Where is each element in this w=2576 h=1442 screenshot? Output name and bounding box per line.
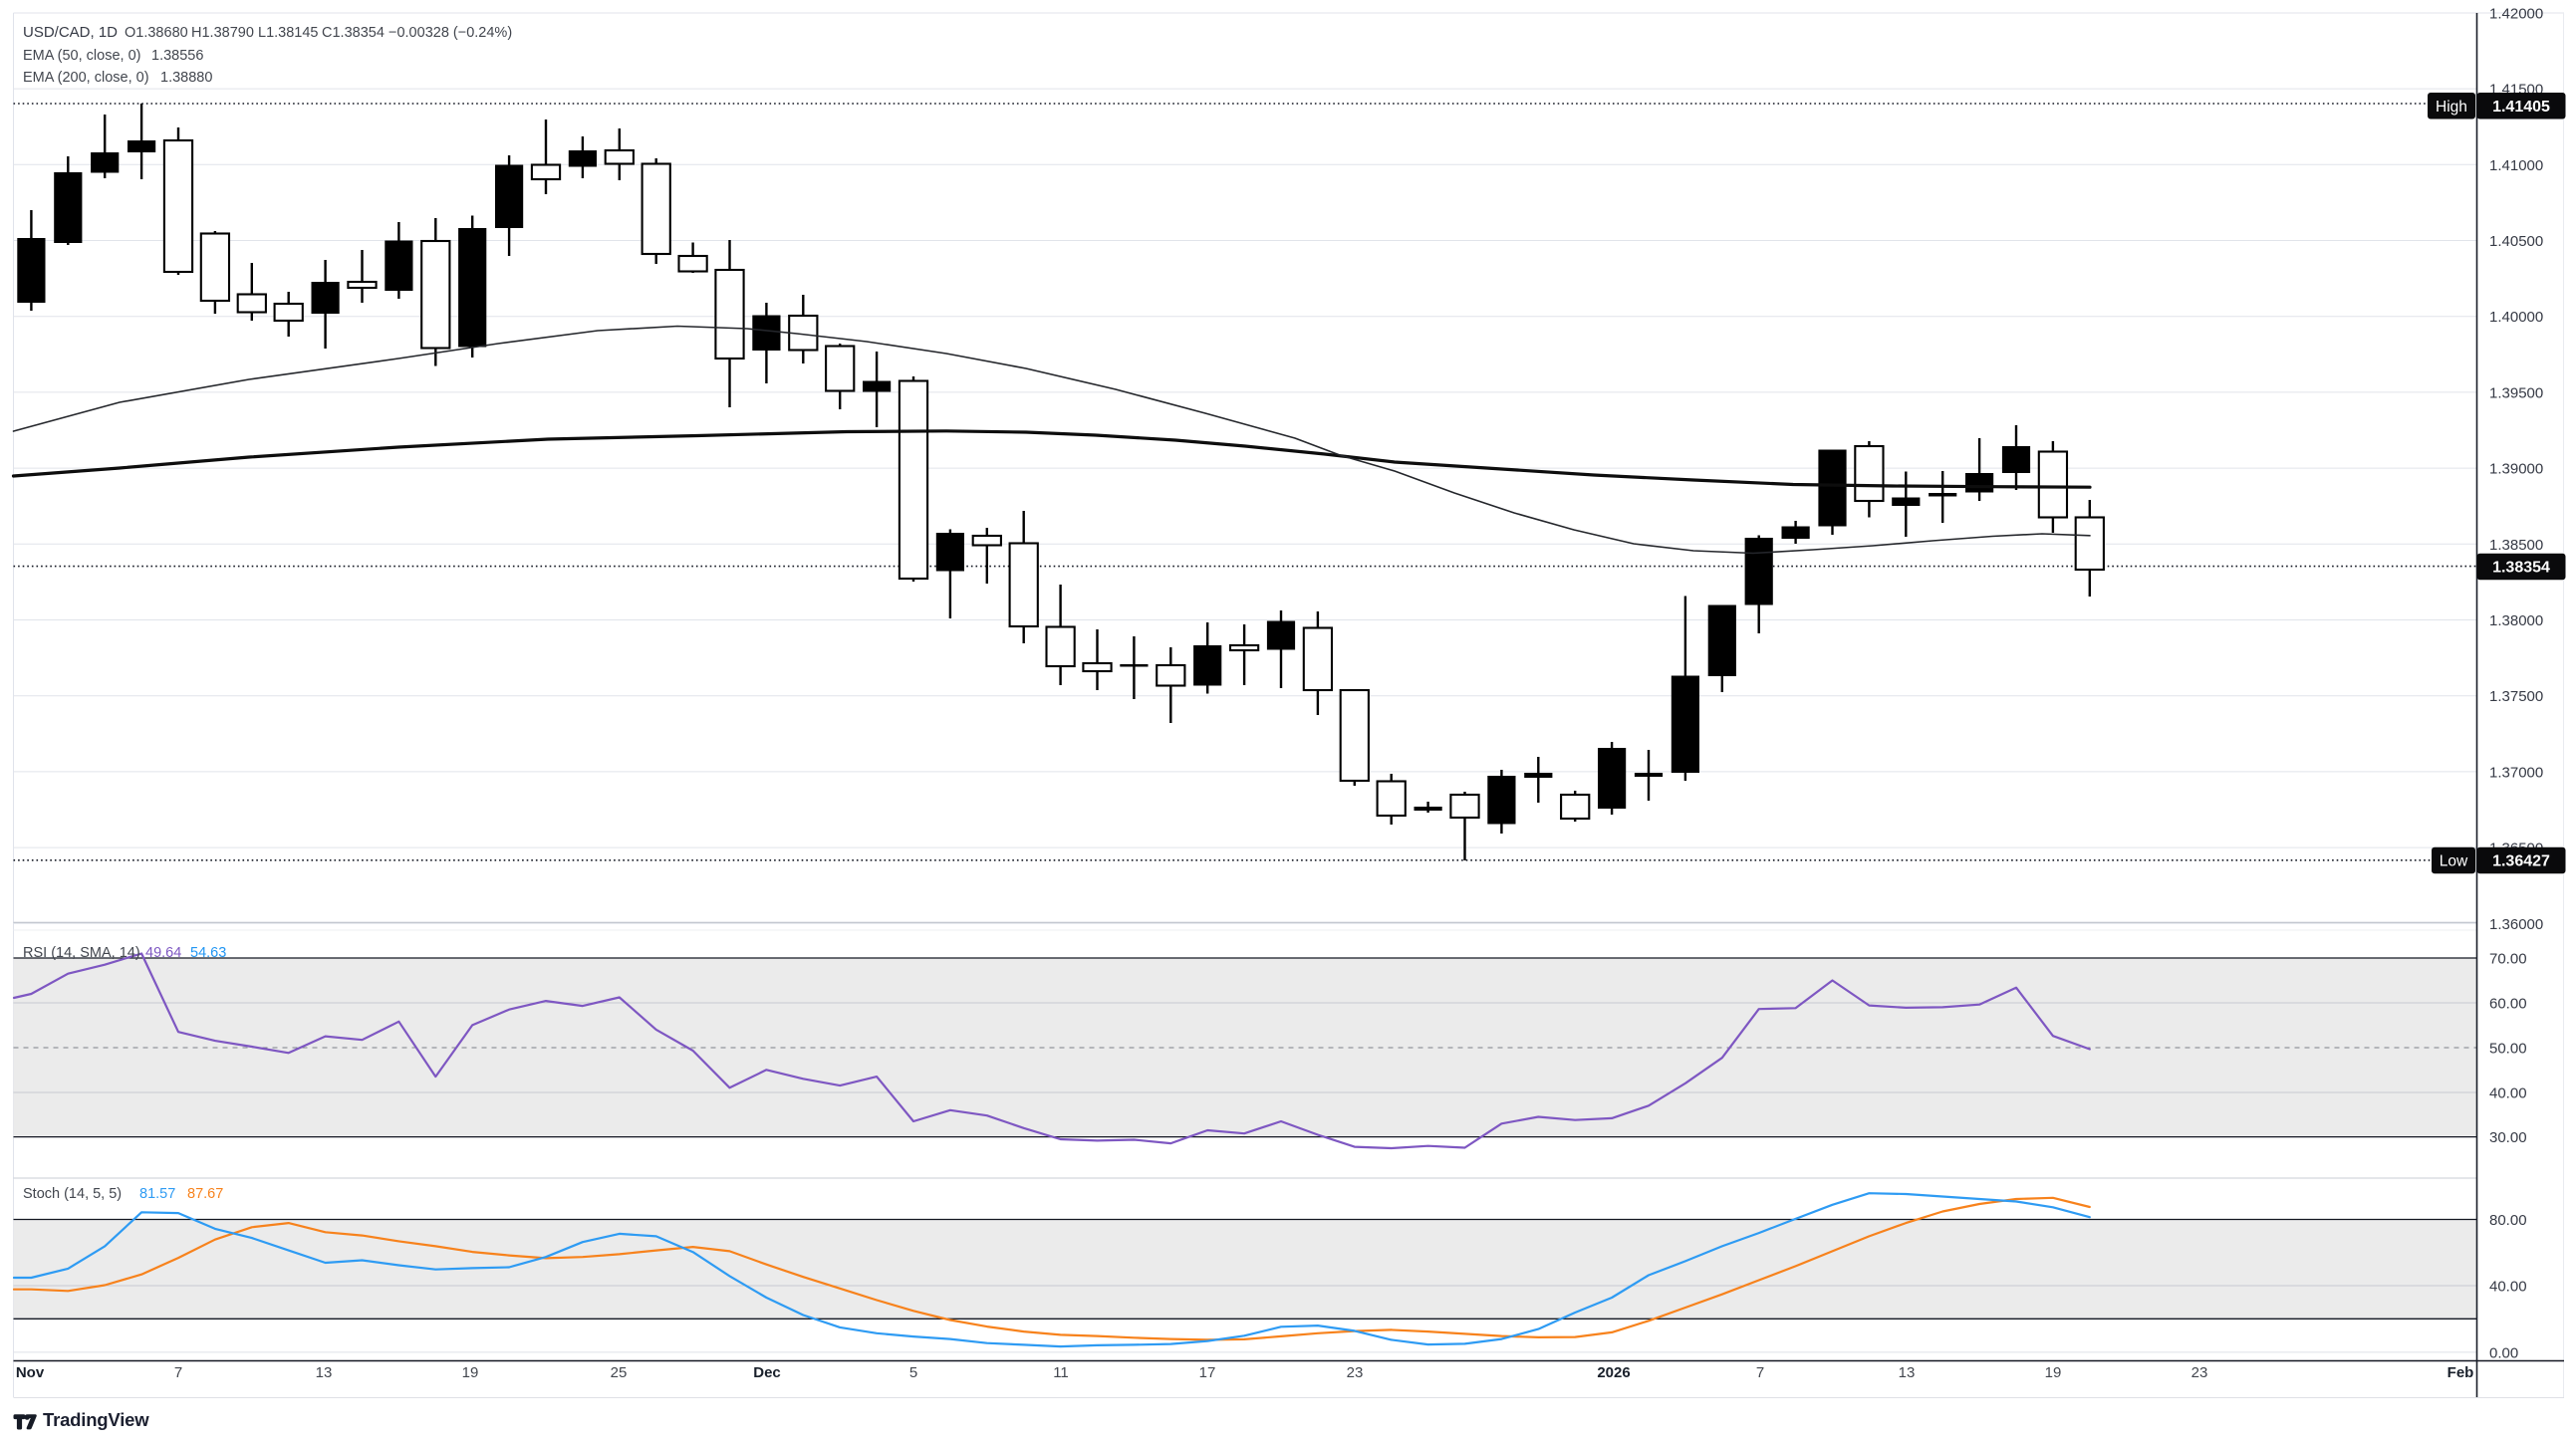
svg-text:40.00: 40.00 <box>2489 1279 2527 1296</box>
svg-text:13: 13 <box>1899 1364 1916 1381</box>
svg-text:11: 11 <box>1053 1364 1069 1381</box>
svg-text:30.00: 30.00 <box>2489 1129 2527 1146</box>
svg-text:70.00: 70.00 <box>2489 951 2527 968</box>
svg-text:87.67: 87.67 <box>187 1186 223 1202</box>
svg-text:1.38880: 1.38880 <box>160 70 212 86</box>
svg-text:23: 23 <box>1347 1364 1364 1381</box>
svg-text:1.38000: 1.38000 <box>2489 612 2543 629</box>
svg-text:EMA (200, close, 0): EMA (200, close, 0) <box>23 70 149 86</box>
svg-text:Stoch (14, 5, 5): Stoch (14, 5, 5) <box>23 1186 122 1202</box>
svg-text:H1.38790: H1.38790 <box>191 25 254 41</box>
svg-text:7: 7 <box>174 1364 182 1381</box>
svg-text:1.36000: 1.36000 <box>2489 916 2543 933</box>
svg-text:1.38556: 1.38556 <box>151 48 203 64</box>
svg-text:40.00: 40.00 <box>2489 1085 2527 1102</box>
svg-text:Nov: Nov <box>16 1364 45 1381</box>
svg-text:25: 25 <box>611 1364 628 1381</box>
svg-text:5: 5 <box>909 1364 917 1381</box>
svg-text:1.39500: 1.39500 <box>2489 384 2543 401</box>
svg-text:7: 7 <box>1756 1364 1764 1381</box>
svg-text:54.63: 54.63 <box>190 945 226 961</box>
svg-text:C1.38354: C1.38354 <box>322 25 385 41</box>
svg-text:1.38354: 1.38354 <box>2492 560 2550 577</box>
svg-text:1.39000: 1.39000 <box>2489 461 2543 478</box>
svg-text:1.37000: 1.37000 <box>2489 764 2543 781</box>
svg-text:−0.00328 (−0.24%): −0.00328 (−0.24%) <box>388 25 512 41</box>
svg-text:L1.38145: L1.38145 <box>258 25 318 41</box>
svg-text:81.57: 81.57 <box>139 1186 175 1202</box>
svg-text:1.36427: 1.36427 <box>2492 853 2550 870</box>
svg-text:O1.38680: O1.38680 <box>125 25 188 41</box>
svg-text:Dec: Dec <box>753 1364 781 1381</box>
svg-text:1.41000: 1.41000 <box>2489 157 2543 174</box>
svg-text:1.40000: 1.40000 <box>2489 309 2543 326</box>
svg-text:High: High <box>2436 99 2467 116</box>
svg-text:TradingView: TradingView <box>43 1409 149 1430</box>
svg-text:1.42000: 1.42000 <box>2489 5 2543 22</box>
svg-text:0.00: 0.00 <box>2489 1344 2518 1361</box>
svg-text:1.40500: 1.40500 <box>2489 233 2543 250</box>
svg-text:60.00: 60.00 <box>2489 996 2527 1013</box>
svg-text:23: 23 <box>2191 1364 2208 1381</box>
svg-text:13: 13 <box>316 1364 333 1381</box>
svg-text:19: 19 <box>2045 1364 2062 1381</box>
svg-text:50.00: 50.00 <box>2489 1041 2527 1058</box>
svg-text:1.37500: 1.37500 <box>2489 688 2543 705</box>
svg-text:Feb: Feb <box>2447 1364 2474 1381</box>
svg-text:2026: 2026 <box>1597 1364 1630 1381</box>
svg-text:49.64: 49.64 <box>145 945 181 961</box>
svg-text:19: 19 <box>462 1364 479 1381</box>
svg-text:17: 17 <box>1199 1364 1216 1381</box>
svg-text:RSI (14, SMA, 14): RSI (14, SMA, 14) <box>23 945 140 961</box>
svg-text:1.38500: 1.38500 <box>2489 537 2543 554</box>
svg-text:USD/CAD, 1D: USD/CAD, 1D <box>23 24 118 41</box>
svg-text:80.00: 80.00 <box>2489 1212 2527 1229</box>
svg-text:EMA (50, close, 0): EMA (50, close, 0) <box>23 48 140 64</box>
svg-text:1.41405: 1.41405 <box>2492 99 2550 116</box>
svg-text:Low: Low <box>2440 853 2468 870</box>
